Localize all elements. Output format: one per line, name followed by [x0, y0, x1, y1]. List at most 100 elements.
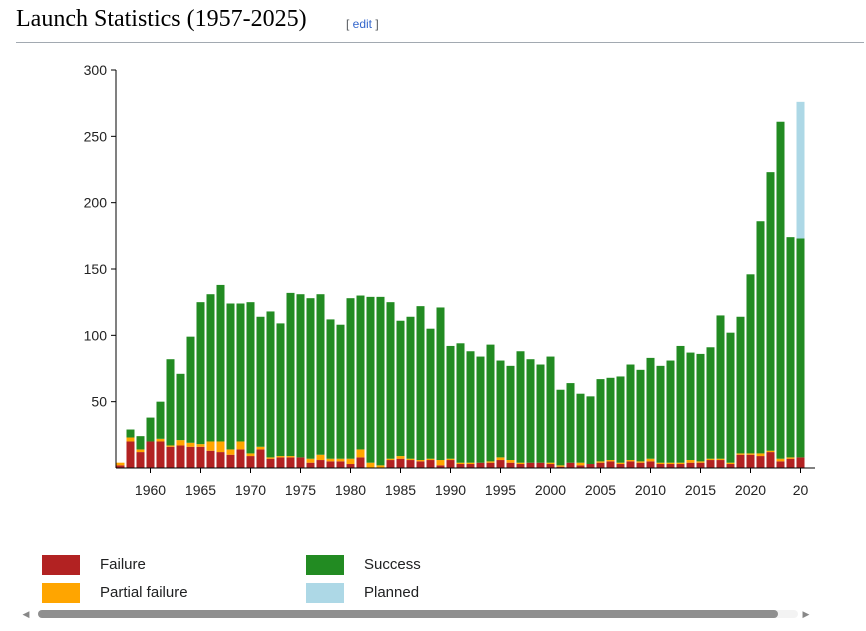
bar-success-1988: [427, 329, 435, 459]
x-tick-label-2015: 2015: [685, 482, 716, 498]
scroll-track[interactable]: [38, 610, 798, 618]
legend-label-partial-failure: Partial failure: [100, 584, 188, 601]
bar-failure-1977: [317, 460, 325, 468]
y-tick-label-100: 100: [84, 327, 108, 343]
launch-statistics-chart: 50 100 150 200 250 300 1960 1965 1970 1975 1980 198…: [0, 50, 820, 510]
bar-partial-failure-2006: [607, 460, 615, 461]
bar-failure-1967: [217, 452, 225, 468]
bar-success-1963: [177, 374, 185, 440]
bar-partial-failure-1970: [247, 453, 255, 456]
bar-partial-failure-2001: [557, 465, 565, 466]
bar-success-1959: [137, 436, 145, 449]
y-tick-label-200: 200: [84, 195, 108, 211]
y-tick-label-150: 150: [84, 261, 108, 277]
bar-success-1999: [537, 365, 545, 463]
bar-failure-1973: [277, 457, 285, 468]
bar-failure-1994: [487, 463, 495, 468]
bar-failure-1968: [227, 455, 235, 468]
bar-partial-failure-2022: [767, 451, 775, 452]
bar-partial-failure-1971: [257, 447, 265, 450]
bar-partial-failure-2016: [707, 459, 715, 460]
x-tick-label-2025: 20: [793, 482, 809, 498]
bar-partial-failure-1973: [277, 456, 285, 457]
bar-failure-1965: [197, 447, 205, 468]
bar-failure-1993: [477, 463, 485, 468]
bar-success-1987: [417, 306, 425, 460]
x-tick-label-1990: 1990: [435, 482, 466, 498]
bar-partial-failure-2007: [617, 463, 625, 464]
bar-success-1970: [247, 302, 255, 453]
legend-swatch-success: [306, 555, 344, 575]
edit-link[interactable]: edit: [353, 17, 372, 31]
bar-partial-failure-2020: [747, 453, 755, 454]
bar-partial-failure-1965: [197, 444, 205, 447]
bar-planned-2025: [797, 102, 805, 239]
bar-partial-failure-2021: [757, 453, 765, 456]
scroll-right-arrow-icon[interactable]: ▶: [800, 607, 812, 621]
bar-partial-failure-2024: [787, 457, 795, 458]
legend-swatch-planned: [306, 583, 344, 603]
bar-partial-failure-1957: [117, 463, 125, 466]
horizontal-scrollbar[interactable]: ◀ ▶: [20, 604, 816, 624]
bar-failure-1990: [447, 460, 455, 468]
bar-success-1979: [337, 325, 345, 459]
bar-success-2013: [677, 346, 685, 463]
bar-partial-failure-2015: [697, 461, 705, 462]
bar-success-2001: [557, 390, 565, 466]
bar-partial-failure-2005: [597, 461, 605, 462]
bar-partial-failure-1959: [137, 449, 145, 452]
bar-partial-failure-1996: [507, 460, 515, 463]
bar-failure-1987: [417, 461, 425, 468]
bar-success-1991: [457, 343, 465, 462]
bar-partial-failure-1988: [427, 459, 435, 460]
bar-failure-1981: [357, 457, 365, 468]
bar-failure-2015: [697, 463, 705, 468]
bar-partial-failure-1976: [307, 459, 315, 463]
bar-partial-failure-2008: [627, 460, 635, 461]
bar-failure-2002: [567, 463, 575, 468]
bar-partial-failure-2011: [657, 463, 665, 464]
bar-success-1984: [387, 302, 395, 459]
bar-success-1983: [377, 297, 385, 465]
bar-success-1982: [367, 297, 375, 463]
scroll-thumb[interactable]: [38, 610, 778, 618]
bar-failure-1961: [157, 441, 165, 468]
bar-failure-1997: [517, 464, 525, 468]
bar-success-2000: [547, 357, 555, 463]
bar-success-1973: [277, 323, 285, 456]
bar-failure-1980: [347, 464, 355, 468]
x-tick-label-1975: 1975: [285, 482, 316, 498]
y-tick-label-50: 50: [91, 394, 107, 410]
bar-success-2003: [577, 394, 585, 463]
bar-failure-2000: [547, 464, 555, 468]
bar-success-2008: [627, 365, 635, 461]
scroll-left-arrow-icon[interactable]: ◀: [20, 607, 32, 621]
bar-failure-1969: [237, 449, 245, 468]
bar-success-2007: [617, 376, 625, 462]
bar-partial-failure-2000: [547, 463, 555, 464]
bar-failure-1976: [307, 463, 315, 468]
bar-success-1966: [207, 294, 215, 441]
bar-failure-1966: [207, 451, 215, 468]
bar-partial-failure-1961: [157, 439, 165, 442]
bar-failure-1978: [327, 461, 335, 468]
bar-failure-1960: [147, 441, 155, 468]
bar-partial-failure-1982: [367, 463, 375, 468]
bar-failure-2006: [607, 461, 615, 468]
section-title: Launch Statistics (1957-2025): [16, 6, 307, 33]
x-tick-label-1980: 1980: [335, 482, 366, 498]
bar-success-2019: [737, 317, 745, 454]
y-tick-label-300: 300: [84, 62, 108, 78]
bar-success-2023: [777, 122, 785, 459]
bar-success-1980: [347, 298, 355, 459]
bar-failure-2011: [657, 464, 665, 468]
bar-success-1972: [267, 311, 275, 457]
bar-partial-failure-1987: [417, 460, 425, 461]
bar-partial-failure-1979: [337, 459, 345, 462]
bar-failure-1995: [497, 460, 505, 468]
bar-partial-failure-1974: [287, 456, 295, 457]
bar-partial-failure-1969: [237, 441, 245, 449]
bar-failure-1959: [137, 452, 145, 468]
bar-success-2005: [597, 379, 605, 461]
bar-success-1978: [327, 319, 335, 458]
